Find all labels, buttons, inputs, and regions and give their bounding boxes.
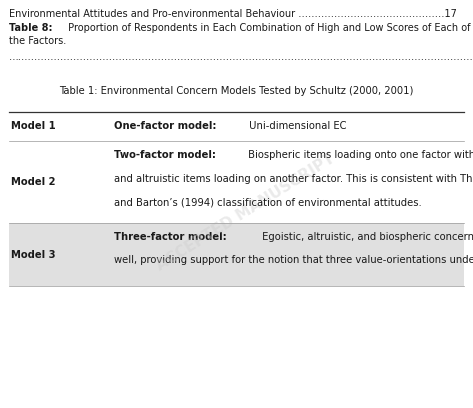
Text: the Factors.: the Factors.: [9, 36, 66, 46]
Text: Egoistic, altruistic, and biospheric concerns fitted the data: Egoistic, altruistic, and biospheric con…: [259, 232, 473, 242]
Text: One-factor model:: One-factor model:: [114, 122, 216, 131]
Text: ACCEPTED MANUSCRIPT: ACCEPTED MANUSCRIPT: [154, 151, 338, 273]
Text: well, providing support for the notion that three value-orientations underlie EC: well, providing support for the notion t…: [114, 255, 473, 266]
Text: Three-factor model:: Three-factor model:: [114, 232, 226, 242]
Text: Model 3: Model 3: [11, 250, 55, 259]
Text: Environmental Attitudes and Pro-environmental Behaviour ………………………………………17: Environmental Attitudes and Pro-environm…: [9, 9, 456, 19]
Text: Biospheric items loading onto one factor with both egoistic: Biospheric items loading onto one factor…: [245, 150, 473, 160]
Text: Model 1: Model 1: [11, 122, 56, 131]
Text: Table 8:: Table 8:: [9, 23, 52, 33]
Text: ………………………………………………………………………………………………………………………………………17: ……………………………………………………………………………………………………………: [9, 52, 473, 62]
Text: Table 1: Environmental Concern Models Tested by Schultz (2000, 2001): Table 1: Environmental Concern Models Te…: [59, 86, 414, 96]
Bar: [9, 223, 464, 286]
Text: Two-factor model:: Two-factor model:: [114, 150, 216, 160]
Text: and Barton’s (1994) classification of environmental attitudes.: and Barton’s (1994) classification of en…: [114, 197, 421, 208]
Text: and altruistic items loading on another factor. This is consistent with Thompson: and altruistic items loading on another …: [114, 174, 473, 184]
Text: Proportion of Respondents in Each Combination of High and Low Scores of Each of: Proportion of Respondents in Each Combin…: [65, 23, 470, 33]
Text: Uni-dimensional EC: Uni-dimensional EC: [246, 122, 346, 131]
Text: Model 2: Model 2: [11, 177, 55, 187]
